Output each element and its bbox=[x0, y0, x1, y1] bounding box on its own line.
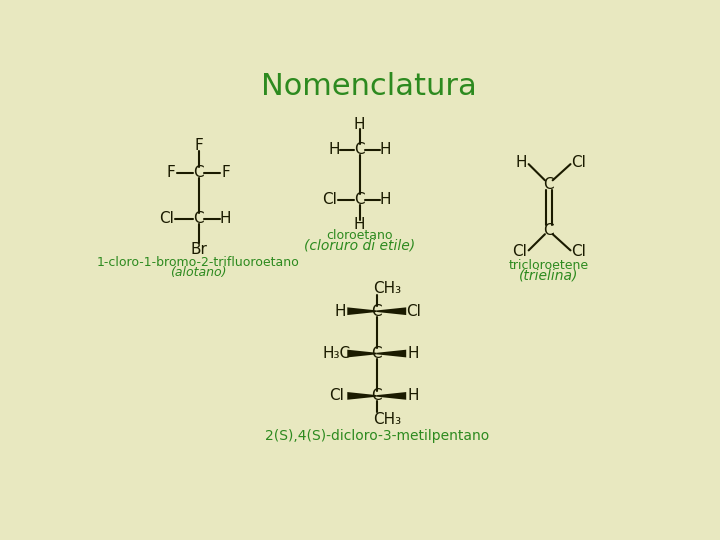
Text: H: H bbox=[379, 192, 391, 207]
Text: Br: Br bbox=[190, 242, 207, 257]
Text: cloroetano: cloroetano bbox=[326, 230, 393, 242]
Text: Cl: Cl bbox=[406, 303, 420, 319]
Text: Nomenclatura: Nomenclatura bbox=[261, 72, 477, 101]
Text: H: H bbox=[515, 155, 526, 170]
Text: F: F bbox=[194, 138, 203, 153]
Text: H: H bbox=[408, 388, 419, 403]
Text: C: C bbox=[372, 388, 382, 403]
Text: H: H bbox=[220, 211, 231, 226]
Text: C: C bbox=[372, 303, 382, 319]
Text: C: C bbox=[544, 223, 554, 238]
Text: (alotano): (alotano) bbox=[170, 266, 227, 279]
Text: H: H bbox=[354, 117, 366, 132]
Text: C: C bbox=[193, 211, 204, 226]
Text: H: H bbox=[328, 142, 340, 157]
Text: CH₃: CH₃ bbox=[374, 281, 402, 295]
Polygon shape bbox=[347, 307, 377, 315]
Text: tricloroetene: tricloroetene bbox=[509, 259, 589, 272]
Text: 2(S),4(S)-dicloro-3-metilpentano: 2(S),4(S)-dicloro-3-metilpentano bbox=[265, 429, 489, 443]
Text: (trielina): (trielina) bbox=[519, 269, 578, 283]
Polygon shape bbox=[377, 307, 406, 315]
Text: (cloruro di etile): (cloruro di etile) bbox=[304, 239, 415, 253]
Polygon shape bbox=[347, 392, 377, 400]
Text: 1-cloro-1-bromo-2-trifluoroetano: 1-cloro-1-bromo-2-trifluoroetano bbox=[97, 256, 300, 269]
Polygon shape bbox=[347, 350, 377, 357]
Text: C: C bbox=[544, 177, 554, 192]
Text: Cl: Cl bbox=[512, 245, 527, 259]
Text: C: C bbox=[372, 346, 382, 361]
Text: H: H bbox=[354, 218, 366, 232]
Text: Cl: Cl bbox=[329, 388, 344, 403]
Polygon shape bbox=[377, 392, 406, 400]
Polygon shape bbox=[377, 350, 406, 357]
Text: Cl: Cl bbox=[159, 211, 174, 226]
Text: CH₃: CH₃ bbox=[374, 411, 402, 427]
Text: H: H bbox=[335, 303, 346, 319]
Text: H₃C: H₃C bbox=[323, 346, 351, 361]
Text: H: H bbox=[408, 346, 419, 361]
Text: Cl: Cl bbox=[571, 245, 585, 259]
Text: Cl: Cl bbox=[322, 192, 337, 207]
Text: C: C bbox=[354, 142, 365, 157]
Text: C: C bbox=[193, 165, 204, 180]
Text: Cl: Cl bbox=[571, 155, 585, 170]
Text: H: H bbox=[379, 142, 391, 157]
Text: F: F bbox=[167, 165, 176, 180]
Text: F: F bbox=[221, 165, 230, 180]
Text: C: C bbox=[354, 192, 365, 207]
